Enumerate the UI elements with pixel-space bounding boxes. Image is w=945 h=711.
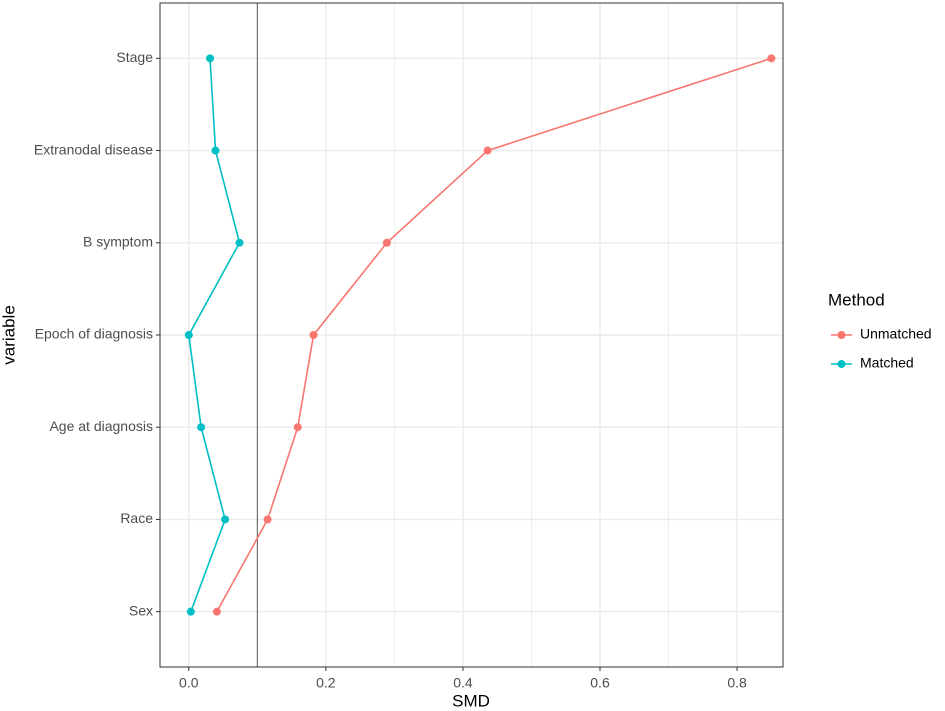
y-tick-label: Sex — [129, 602, 153, 618]
y-axis-title: variable — [0, 305, 18, 365]
legend-title: Method — [828, 290, 885, 309]
point — [186, 607, 195, 616]
point — [212, 607, 221, 616]
x-tick-label: 0.2 — [316, 675, 336, 691]
x-tick-label: 0.4 — [453, 675, 473, 691]
point — [293, 423, 302, 432]
legend-key-point — [837, 360, 846, 368]
point — [767, 54, 776, 63]
y-tick-label: Age at diagnosis — [49, 418, 153, 434]
y-tick-label: Extranodal disease — [34, 141, 153, 157]
x-tick-label: 0.8 — [727, 675, 747, 691]
x-axis-title: SMD — [452, 691, 490, 710]
point — [263, 515, 272, 524]
panel-border — [159, 2, 784, 668]
y-tick-label: Stage — [116, 49, 153, 65]
x-tick-label: 0.0 — [179, 675, 199, 691]
point — [483, 146, 492, 155]
point — [197, 423, 206, 432]
legend-key-point — [837, 331, 846, 339]
point — [206, 54, 215, 63]
point — [221, 515, 230, 524]
point — [235, 238, 244, 247]
y-tick-label: Epoch of diagnosis — [35, 326, 153, 342]
y-tick-label: B symptom — [83, 233, 153, 249]
point — [211, 146, 220, 155]
point — [184, 331, 193, 339]
legend-label: Unmatched — [860, 326, 932, 342]
point — [309, 331, 318, 339]
point — [382, 238, 391, 247]
y-tick-label: Race — [120, 510, 153, 526]
legend-label: Matched — [860, 355, 914, 371]
x-tick-label: 0.6 — [590, 675, 610, 691]
